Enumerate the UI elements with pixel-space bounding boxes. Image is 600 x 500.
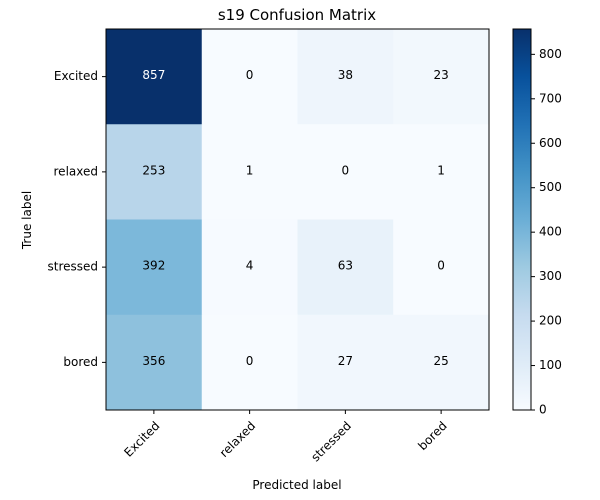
cell-value-label-r2-c2: 63 xyxy=(338,259,353,273)
cell-value-label-r1-c0: 253 xyxy=(142,163,165,177)
x-tick-label-3: bored xyxy=(415,419,449,453)
cell-value-label-r1-c1: 1 xyxy=(246,163,254,177)
heatmap-cell-r1-c0 xyxy=(106,124,203,220)
heatmap-cell-r3-c2 xyxy=(297,314,394,411)
heatmap-cell-r3-c1 xyxy=(201,314,298,411)
heatmap-cell-r0-c1 xyxy=(201,29,298,125)
y-tick-label-3: bored xyxy=(63,355,98,369)
colorbar-tick-label-1: 100 xyxy=(539,358,562,372)
y-tick-label-2: stressed xyxy=(47,260,98,274)
heatmap-cell-r0-c0 xyxy=(106,29,203,125)
y-tick-label-1: relaxed xyxy=(54,164,98,178)
heatmap-cell-r2-c1 xyxy=(201,219,298,316)
plot-frame xyxy=(105,28,490,411)
heatmap-cell-r1-c2 xyxy=(297,124,394,220)
x-tick-label-0: Excited xyxy=(121,419,162,460)
cell-value-label-r3-c2: 27 xyxy=(338,354,353,368)
cell-value-label-r2-c1: 4 xyxy=(246,259,254,273)
heatmap-cell-r2-c2 xyxy=(297,219,394,316)
y-tick-label-0: Excited xyxy=(54,69,98,83)
cell-value-label-r0-c3: 23 xyxy=(433,68,448,82)
cell-value-label-r3-c3: 25 xyxy=(433,354,448,368)
cell-value-label-r0-c0: 857 xyxy=(142,68,165,82)
heatmap-cell-r0-c2 xyxy=(297,29,394,125)
colorbar-tick-label-3: 300 xyxy=(539,269,562,283)
cell-value-label-r2-c3: 0 xyxy=(437,259,445,273)
colorbar-ticks: 0 100 200 300 400 500 600 700 800 xyxy=(531,47,562,417)
colorbar-tick-label-6: 600 xyxy=(539,136,562,150)
cell-value-label-r1-c2: 0 xyxy=(342,163,350,177)
x-axis-ticks: Excited relaxed stressed bored xyxy=(121,410,450,465)
heatmap-cell-r3-c0 xyxy=(106,314,203,411)
colorbar-tick-label-8: 800 xyxy=(539,47,562,61)
heatmap-cell-labels: 857 0 38 23 253 1 0 1 392 4 63 0 356 0 27 25 xyxy=(142,68,448,368)
cell-value-label-r0-c1: 0 xyxy=(246,68,254,82)
cell-value-label-r1-c3: 1 xyxy=(437,163,445,177)
x-axis-label: Predicted label xyxy=(252,478,341,492)
colorbar-tick-label-0: 0 xyxy=(539,403,547,417)
colorbar-tick-label-7: 700 xyxy=(539,91,562,105)
heatmap-cell-r1-c1 xyxy=(201,124,298,220)
cell-value-label-r3-c1: 0 xyxy=(246,354,254,368)
heatmap-cell-r0-c3 xyxy=(393,29,490,125)
colorbar-tick-label-2: 200 xyxy=(539,314,562,328)
y-axis-ticks: Excited relaxed stressed bored xyxy=(47,69,106,369)
y-axis-label: True label xyxy=(20,191,34,250)
heatmap-cell-r3-c3 xyxy=(393,314,490,411)
heatmap-cell-r2-c3 xyxy=(393,219,490,316)
colorbar-tick-label-4: 400 xyxy=(539,225,562,239)
heatmap-cell-r1-c3 xyxy=(393,124,490,220)
cell-value-label-r3-c0: 356 xyxy=(142,354,165,368)
cell-value-label-r0-c2: 38 xyxy=(338,68,353,82)
chart-title: s19 Confusion Matrix xyxy=(218,6,376,24)
x-tick-label-2: stressed xyxy=(308,419,354,465)
cell-value-label-r2-c0: 392 xyxy=(142,259,165,273)
colorbar xyxy=(512,28,532,411)
heatmap-cell-r2-c0 xyxy=(106,219,203,316)
heatmap-cells xyxy=(106,29,490,411)
x-tick-label-1: relaxed xyxy=(217,419,258,460)
colorbar-tick-label-5: 500 xyxy=(539,180,562,194)
